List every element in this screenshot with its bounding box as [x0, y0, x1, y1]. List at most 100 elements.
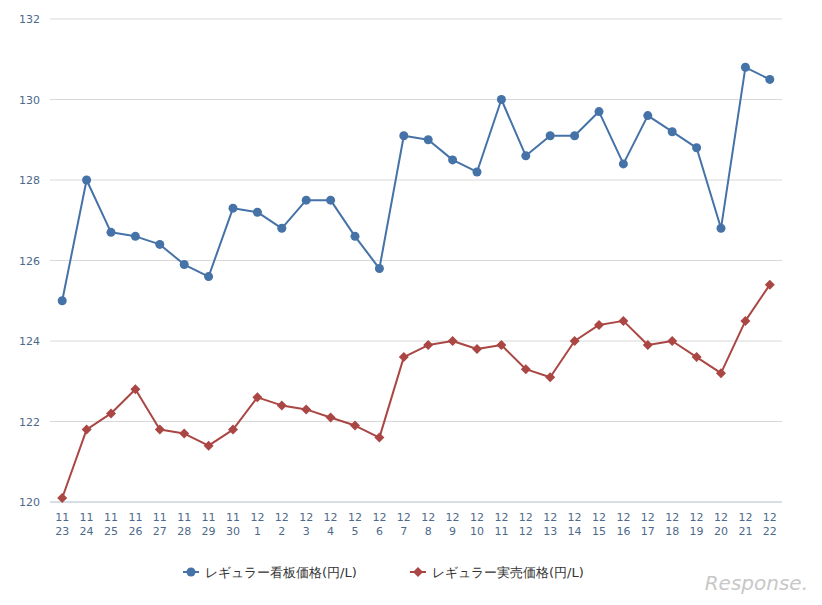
x-tick-label-line: 25: [104, 525, 118, 538]
point: [423, 340, 433, 350]
point: [618, 316, 628, 326]
x-tick-label-line: 7: [400, 525, 407, 538]
point: [253, 208, 262, 217]
x-tick-label: 1212: [519, 511, 533, 538]
x-tick-label: 1210: [470, 511, 484, 538]
point: [277, 400, 287, 410]
x-tick-label-line: 12: [763, 511, 777, 524]
x-tick-label-line: 5: [352, 525, 359, 538]
chart-container: 1201221241261281301321123112411251126112…: [0, 0, 822, 605]
x-tick-label-line: 12: [348, 511, 362, 524]
x-tick-label-line: 10: [470, 525, 484, 538]
x-tick-label-line: 12: [372, 511, 386, 524]
x-tick-label-line: 11: [177, 511, 191, 524]
point: [716, 368, 726, 378]
x-tick-label-line: 19: [690, 525, 704, 538]
x-tick-label: 1127: [153, 511, 167, 538]
point: [155, 240, 164, 249]
point: [448, 155, 457, 164]
point: [765, 280, 775, 290]
x-tick-label: 1123: [55, 511, 69, 538]
x-tick-label: 1211: [494, 511, 508, 538]
point: [546, 131, 555, 140]
x-tick-label-line: 11: [128, 511, 142, 524]
y-tick-label: 126: [19, 255, 40, 268]
x-tick-label-line: 12: [299, 511, 313, 524]
point: [228, 425, 238, 435]
x-tick-label: 1128: [177, 511, 191, 538]
point: [180, 260, 189, 269]
x-tick-label: 1221: [738, 511, 752, 538]
x-tick-label-line: 11: [202, 511, 216, 524]
point: [692, 352, 702, 362]
x-tick-label: 1130: [226, 511, 240, 538]
x-tick-label: 124: [324, 511, 338, 538]
x-tick-label-line: 21: [738, 525, 752, 538]
x-tick-label: 1129: [202, 511, 216, 538]
x-tick-label-line: 12: [446, 511, 460, 524]
x-tick-label-line: 11: [104, 511, 118, 524]
x-tick-label-line: 4: [327, 525, 334, 538]
grid-line: [50, 421, 782, 422]
x-tick-label: 1216: [616, 511, 630, 538]
x-tick-label: 1218: [665, 511, 679, 538]
point: [570, 131, 579, 140]
point: [351, 232, 360, 241]
x-tick-label-line: 9: [449, 525, 456, 538]
point: [472, 344, 482, 354]
point: [717, 224, 726, 233]
point: [424, 135, 433, 144]
point: [545, 372, 555, 382]
x-tick-label: 123: [299, 511, 313, 538]
x-tick-label-line: 12: [250, 511, 264, 524]
point: [497, 95, 506, 104]
x-tick-label-line: 12: [592, 511, 606, 524]
point: [107, 228, 116, 237]
x-tick-label-line: 12: [543, 511, 557, 524]
point: [277, 224, 286, 233]
watermark: Response.: [705, 571, 808, 595]
x-tick-label: 1217: [641, 511, 655, 538]
x-tick-label-line: 24: [80, 525, 94, 538]
point: [741, 63, 750, 72]
x-tick-label-line: 29: [202, 525, 216, 538]
x-tick-label: 1213: [543, 511, 557, 538]
point: [399, 131, 408, 140]
point: [668, 127, 677, 136]
x-tick-label-line: 17: [641, 525, 655, 538]
y-tick-label: 120: [19, 496, 40, 509]
series-line: [62, 285, 770, 498]
x-tick-label-line: 12: [665, 511, 679, 524]
grid-line: [50, 180, 782, 181]
x-tick-label-line: 12: [641, 511, 655, 524]
x-tick-label-line: 12: [568, 511, 582, 524]
x-tick-label-line: 11: [494, 525, 508, 538]
plot-area: [57, 63, 775, 503]
series-line: [62, 67, 770, 300]
point: [375, 264, 384, 273]
point: [643, 111, 652, 120]
x-tick-label-line: 26: [128, 525, 142, 538]
x-tick-label: 1126: [128, 511, 142, 538]
x-tick-label-line: 13: [543, 525, 557, 538]
x-tick-label-line: 1: [254, 525, 261, 538]
point: [326, 196, 335, 205]
x-tick-label-line: 11: [80, 511, 94, 524]
x-tick-label-line: 15: [592, 525, 606, 538]
point: [619, 159, 628, 168]
x-tick-label-line: 18: [665, 525, 679, 538]
chart: 1201221241261281301321123112411251126112…: [0, 0, 822, 605]
point: [594, 320, 604, 330]
x-tick-label: 1219: [690, 511, 704, 538]
x-tick-label: 1124: [80, 511, 94, 538]
point: [302, 196, 311, 205]
x-tick-label-line: 27: [153, 525, 167, 538]
x-tick-label-line: 12: [690, 511, 704, 524]
x-tick-label-line: 6: [376, 525, 383, 538]
x-tick-label-line: 14: [568, 525, 582, 538]
x-tick-label: 1214: [568, 511, 582, 538]
y-tick-label: 130: [19, 94, 40, 107]
x-tick-label-line: 12: [519, 511, 533, 524]
x-tick-label-line: 11: [55, 511, 69, 524]
x-tick-label: 125: [348, 511, 362, 538]
